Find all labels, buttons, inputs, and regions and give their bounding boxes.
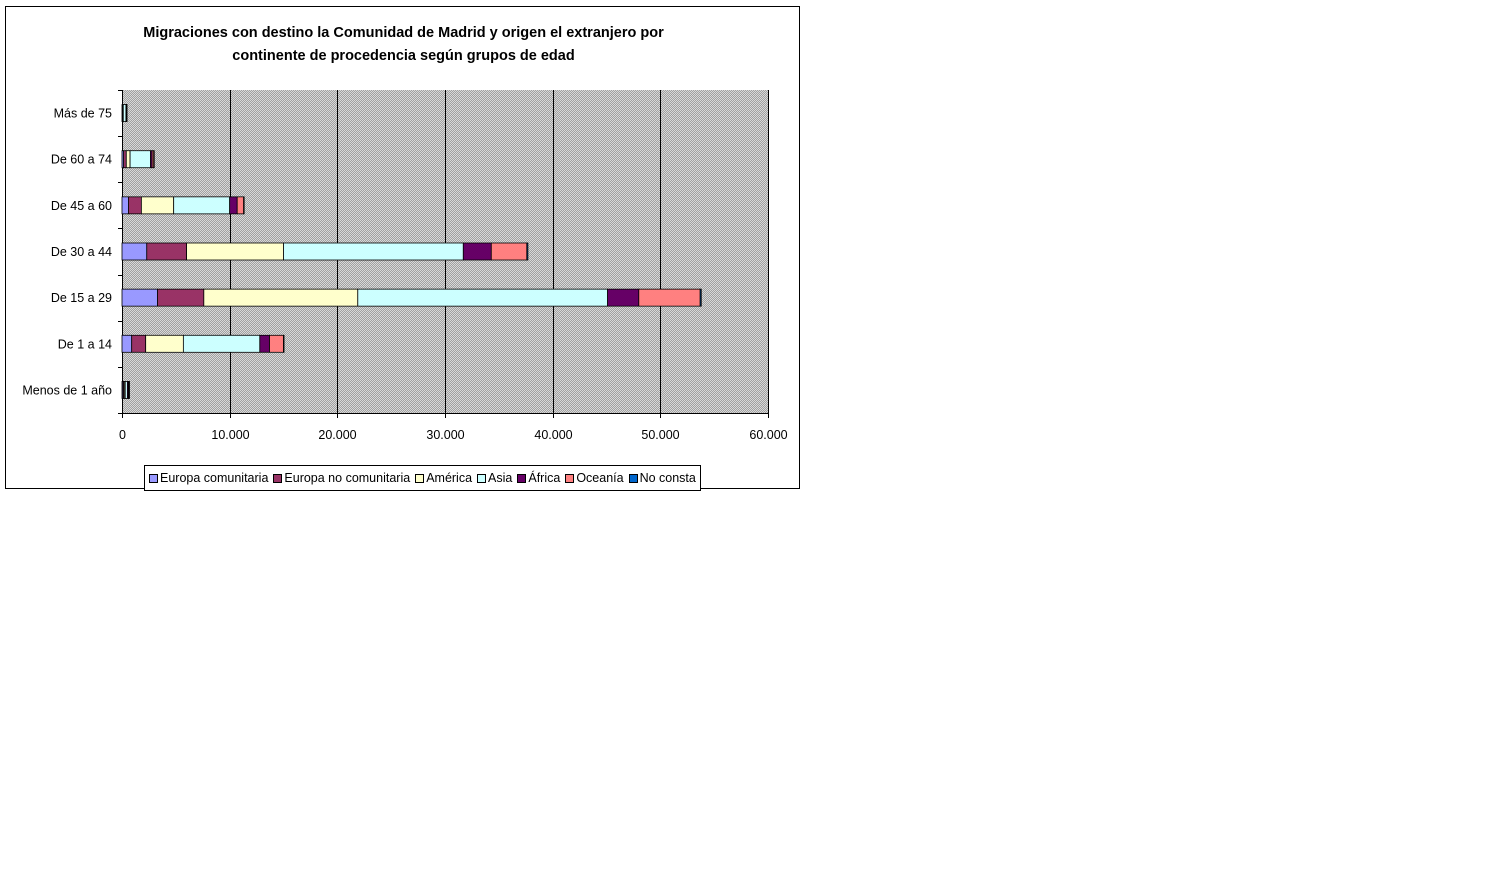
x-tick-label: 30.000 — [426, 428, 464, 442]
bar-segment — [129, 150, 151, 169]
bar-segment — [638, 288, 701, 307]
x-tick-label: 0 — [119, 428, 126, 442]
x-tick-label: 50.000 — [641, 428, 679, 442]
bar-segment — [203, 288, 359, 307]
bar-segment — [123, 150, 127, 169]
bar-segment — [490, 242, 528, 261]
chart-title-line-1: Migraciones con destino la Comunidad de … — [143, 25, 664, 41]
legend-label: África — [528, 471, 561, 485]
bar-segment — [269, 334, 284, 353]
bar-segment — [157, 288, 205, 307]
bar-segment — [145, 334, 184, 353]
bar-segment — [236, 196, 245, 215]
legend-label: Asia — [488, 471, 513, 485]
legend-item: Europa no comunitaria — [273, 471, 410, 485]
chart-title-line-2: continente de procedencia según grupos d… — [232, 48, 575, 64]
legend-swatch — [517, 473, 527, 483]
chart-title: Migraciones con destino la Comunidad de … — [6, 22, 801, 68]
bar-segment — [121, 288, 158, 307]
bar-segment — [259, 334, 270, 353]
bar-segment — [121, 334, 133, 353]
bar-segment — [121, 242, 148, 261]
bar-segment — [357, 288, 608, 307]
legend-item: No consta — [628, 471, 696, 485]
bar-segment — [607, 288, 640, 307]
bar-segment — [699, 288, 702, 307]
y-tick-label: De 60 a 74 — [51, 153, 112, 167]
legend-swatch — [477, 473, 487, 483]
x-tick-label: 20.000 — [318, 428, 356, 442]
y-tick-label: Menos de 1 año — [22, 383, 112, 397]
bar-segment — [146, 242, 188, 261]
bar-segment — [121, 196, 129, 215]
x-tick-label: 40.000 — [534, 428, 572, 442]
bar-segment — [153, 150, 155, 169]
legend-item: Asia — [477, 471, 512, 485]
bar-chart-plot: 0 10.000 20.000 30.000 40.000 50.000 60.000 Men… — [22, 90, 788, 442]
bar-segment — [229, 196, 238, 215]
bar-segment — [526, 242, 529, 261]
legend-item: Europa comunitaria — [149, 471, 268, 485]
bar-segment — [243, 196, 245, 215]
bar-segment — [283, 242, 464, 261]
legend-swatch — [149, 473, 158, 483]
legend-label: Europa comunitaria — [160, 471, 269, 485]
legend-label: Oceanía — [576, 471, 624, 485]
bar-segment — [186, 242, 284, 261]
bar-segment — [182, 334, 261, 353]
y-tick-label: Más de 75 — [54, 107, 112, 121]
legend-swatch — [628, 473, 638, 483]
bar-segment — [125, 150, 131, 169]
bar-segment — [140, 196, 175, 215]
y-tick-label: De 15 a 29 — [51, 291, 112, 305]
chart-legend: Europa comunitaria Europa no comunitaria A… — [144, 465, 701, 491]
y-tick-label: De 1 a 14 — [58, 337, 112, 351]
y-tick-label: De 45 a 60 — [51, 199, 112, 213]
bar-segment — [126, 104, 128, 122]
x-tick-label: 10.000 — [211, 428, 249, 442]
legend-item: África — [517, 471, 560, 485]
bar-segment — [128, 196, 142, 215]
legend-item: Oceanía — [565, 471, 624, 485]
y-tick-label: De 30 a 44 — [51, 245, 112, 259]
bar-segment — [173, 196, 231, 215]
bar-segment — [122, 104, 127, 122]
x-tick-label: 60.000 — [749, 428, 787, 442]
chart-frame: Migraciones con destino la Comunidad de … — [5, 6, 801, 491]
legend-item: América — [415, 471, 472, 485]
legend-swatch — [273, 473, 283, 483]
bar-segment — [462, 242, 492, 261]
bar-segment — [283, 334, 285, 353]
bar-segment — [128, 381, 130, 399]
legend-label: Europa no comunitaria — [284, 471, 411, 485]
legend-label: No consta — [639, 471, 696, 485]
legend-swatch — [415, 473, 425, 483]
legend-label: América — [426, 471, 473, 485]
bar-segment — [131, 334, 147, 353]
legend-swatch — [565, 473, 575, 483]
